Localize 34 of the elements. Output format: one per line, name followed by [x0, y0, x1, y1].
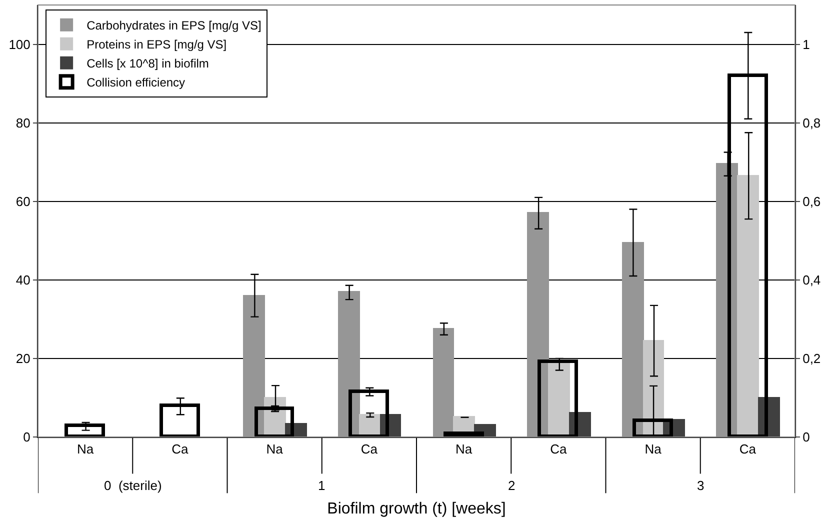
x-tick-label: Na — [455, 442, 473, 457]
text: 1 — [318, 478, 326, 493]
x-axis-title: Biofilm growth (t) [weeks] — [327, 500, 506, 518]
x-tick-label: Ca — [172, 442, 190, 457]
y-tick-label: 0 — [23, 430, 30, 445]
x-tick-label: Ca — [739, 442, 757, 457]
y-tick-label: 40 — [16, 272, 30, 288]
legend-label: Cells [x 10^8] in biofilm — [86, 56, 209, 70]
text: 2 — [508, 478, 516, 493]
legend-label: Proteins in EPS [mg/g VS] — [86, 38, 227, 52]
bar — [338, 291, 360, 437]
y-tick-label: 100 — [8, 36, 30, 52]
x-tick-label: Ca — [550, 442, 568, 457]
y2-tick-label: 0 — [802, 430, 810, 445]
x-tick-label: Na — [76, 442, 94, 457]
legend-label: Carbohydrates in EPS [mg/g VS] — [86, 18, 262, 32]
y2-tick-label: 0,8 — [802, 115, 821, 130]
bar — [622, 242, 644, 437]
y2-tick-label: 1 — [802, 36, 810, 52]
y2-tick-label: 0,4 — [802, 272, 821, 288]
x-tick-label: Na — [266, 442, 284, 457]
x-tick-label: Na — [644, 442, 662, 457]
text: 3 — [697, 478, 704, 493]
text: 0 (sterile) — [104, 478, 162, 493]
legend-label: Collision efficiency — [86, 76, 186, 90]
y-tick-label: 60 — [16, 194, 30, 209]
y2-tick-label: 0,6 — [802, 194, 821, 209]
bar — [433, 328, 454, 437]
y2-tick-label: 0,2 — [802, 351, 821, 366]
y-tick-label: 80 — [16, 115, 30, 130]
x-tick-label: Ca — [360, 442, 378, 457]
bar — [527, 212, 549, 437]
y-tick-label: 20 — [16, 351, 30, 366]
bar — [243, 295, 265, 437]
